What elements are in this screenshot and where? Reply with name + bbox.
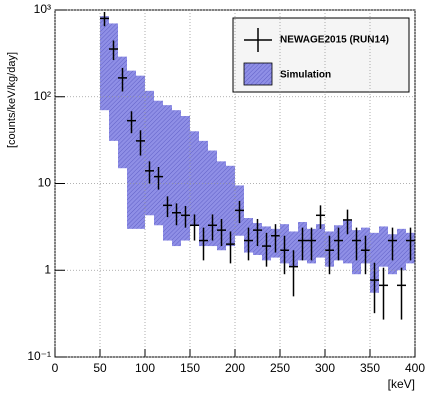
x-tick-label: 350	[360, 361, 380, 375]
data-point	[289, 250, 298, 297]
simulation-box	[100, 16, 109, 111]
simulation-box	[172, 110, 181, 247]
simulation-box	[208, 150, 217, 247]
data-point	[370, 262, 379, 314]
data-point	[271, 224, 280, 253]
simulation-box	[199, 140, 208, 247]
data-point	[298, 227, 307, 261]
x-tick-label: 150	[180, 361, 200, 375]
data-point	[109, 40, 118, 61]
data-point	[343, 209, 352, 235]
simulation-box	[316, 224, 325, 258]
data-point	[235, 200, 244, 224]
x-tick-label: 300	[315, 361, 335, 375]
legend: NEWAGE2015 (RUN14) Simulation	[232, 17, 410, 93]
simulation-box	[109, 23, 118, 141]
data-point	[199, 227, 208, 261]
data-point	[226, 231, 235, 264]
data-point	[244, 227, 253, 261]
data-point	[136, 130, 145, 156]
y-tick-label: 10⁻¹	[27, 349, 51, 363]
data-point	[163, 196, 172, 218]
data-point	[154, 166, 163, 190]
data-point	[280, 235, 289, 275]
data-point	[145, 161, 154, 184]
simulation-box	[217, 161, 226, 251]
y-tick-label: 10²	[34, 89, 51, 103]
data-point	[406, 227, 415, 261]
simulation-box	[163, 105, 172, 241]
simulation-box	[343, 219, 352, 264]
data-point	[253, 218, 262, 247]
data-point	[379, 267, 388, 320]
x-tick-label: 250	[270, 361, 290, 375]
simulation-box	[289, 231, 298, 267]
data-point	[388, 227, 397, 261]
simulation-box	[127, 70, 136, 229]
data-point	[352, 227, 361, 261]
simulation-box	[190, 131, 199, 226]
x-tick-label: 0	[52, 361, 59, 375]
data-point	[217, 218, 226, 247]
simulation-box	[181, 115, 190, 241]
simulation-box	[226, 165, 235, 247]
legend-label: Simulation	[280, 70, 331, 81]
data-point	[397, 267, 406, 320]
y-axis-label: [counts/keV/kg/day]	[6, 52, 18, 148]
data-point	[190, 214, 199, 241]
plot-area	[100, 11, 415, 320]
data-point	[262, 232, 271, 267]
x-tick-label: 50	[93, 361, 107, 375]
legend-symbol	[243, 62, 273, 86]
data-point	[334, 227, 343, 261]
data-point	[325, 235, 334, 275]
y-tick-label: 1	[44, 262, 51, 276]
data-point	[361, 235, 370, 275]
data-point	[316, 205, 325, 229]
y-tick-label: 10³	[34, 2, 51, 16]
y-tick-label: 10	[38, 176, 52, 190]
x-tick-label: 200	[225, 361, 245, 375]
data-point	[127, 111, 136, 134]
simulation-box	[145, 90, 154, 216]
x-tick-label: 400	[405, 361, 425, 375]
data-point	[181, 206, 190, 228]
legend-label: NEWAGE2015 (RUN14)	[280, 35, 389, 46]
simulation-box	[154, 100, 163, 226]
simulation-box	[118, 56, 127, 169]
x-axis-label: [keV]	[388, 377, 415, 391]
data-point	[100, 11, 109, 27]
simulation-box	[379, 226, 388, 267]
data-point	[118, 67, 127, 92]
data-point	[307, 227, 316, 261]
simulation-box	[397, 228, 406, 271]
x-tick-label: 100	[135, 361, 155, 375]
data-point	[172, 203, 181, 226]
data-point	[208, 214, 217, 241]
